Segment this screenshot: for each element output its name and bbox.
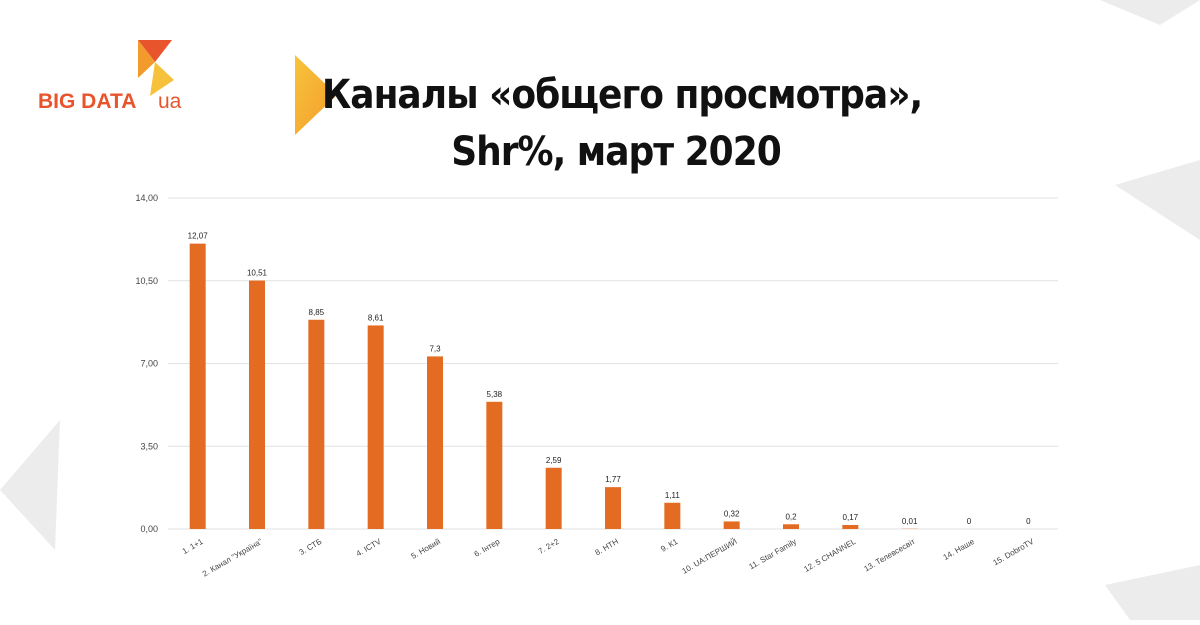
bar — [190, 244, 206, 529]
logo-text: BIG DATA — [38, 90, 136, 113]
bar — [249, 281, 265, 529]
bar — [783, 524, 799, 529]
value-label: 0,17 — [843, 513, 859, 522]
value-label: 0 — [1026, 517, 1031, 526]
decor — [1115, 160, 1200, 240]
x-tick-label: 14. Наше — [942, 537, 977, 562]
value-label: 2,59 — [546, 456, 562, 465]
y-tick-label: 10,50 — [135, 276, 158, 286]
decor — [1100, 0, 1200, 25]
bar — [427, 356, 443, 529]
bar — [605, 487, 621, 529]
logo-suffix: ua — [158, 90, 182, 113]
value-label: 7,3 — [429, 344, 441, 353]
x-tick-label: 9. К1 — [659, 537, 680, 554]
bar — [368, 325, 384, 529]
logo: BIG DATA ua — [38, 40, 182, 113]
x-tick-label: 12. 5 CHANNEL — [802, 537, 857, 574]
value-label: 1,77 — [605, 475, 621, 484]
value-label: 0,32 — [724, 509, 740, 518]
x-tick-label: 10. UA:ПЕРШИЙ — [681, 537, 739, 576]
decor — [1105, 565, 1200, 620]
value-label: 1,11 — [665, 491, 681, 500]
x-tick-label: 3. СТБ — [298, 537, 324, 557]
bar — [664, 503, 680, 529]
x-tick-label: 6. Інтер — [473, 537, 502, 559]
y-tick-label: 14,00 — [135, 193, 158, 203]
bar — [842, 525, 858, 529]
value-label: 8,85 — [309, 308, 325, 317]
value-label: 0,2 — [785, 512, 797, 521]
x-tick-label: 13. Телевсесвіт — [862, 537, 916, 574]
x-tick-label: 5. Новий — [410, 537, 442, 561]
x-tick-label: 4. ICTV — [355, 537, 384, 559]
decor — [0, 420, 60, 550]
value-label: 10,51 — [247, 269, 268, 278]
chart-subtitle: Shr%, март 2020 — [451, 129, 781, 175]
x-tick-label: 11. Star Family — [747, 537, 798, 571]
value-label: 8,61 — [368, 313, 384, 322]
value-label: 0 — [967, 517, 972, 526]
bar — [308, 320, 324, 529]
x-tick-label: 8. НТН — [594, 537, 621, 558]
y-tick-label: 0,00 — [140, 524, 158, 534]
value-label: 12,07 — [188, 232, 209, 241]
value-label: 5,38 — [487, 390, 503, 399]
y-tick-label: 7,00 — [140, 359, 158, 369]
x-tick-label: 2. Канал "Україна" — [201, 537, 264, 579]
bar — [724, 521, 740, 529]
bar — [486, 402, 502, 529]
chart-title: Каналы «общего просмотра», — [322, 72, 922, 118]
x-tick-label: 7. 2+2 — [537, 537, 561, 556]
bar — [546, 468, 562, 529]
y-tick-label: 3,50 — [140, 441, 158, 451]
x-tick-label: 15. DobroTV — [992, 537, 1036, 568]
x-tick-label: 1. 1+1 — [181, 537, 205, 556]
value-label: 0,01 — [902, 517, 918, 526]
